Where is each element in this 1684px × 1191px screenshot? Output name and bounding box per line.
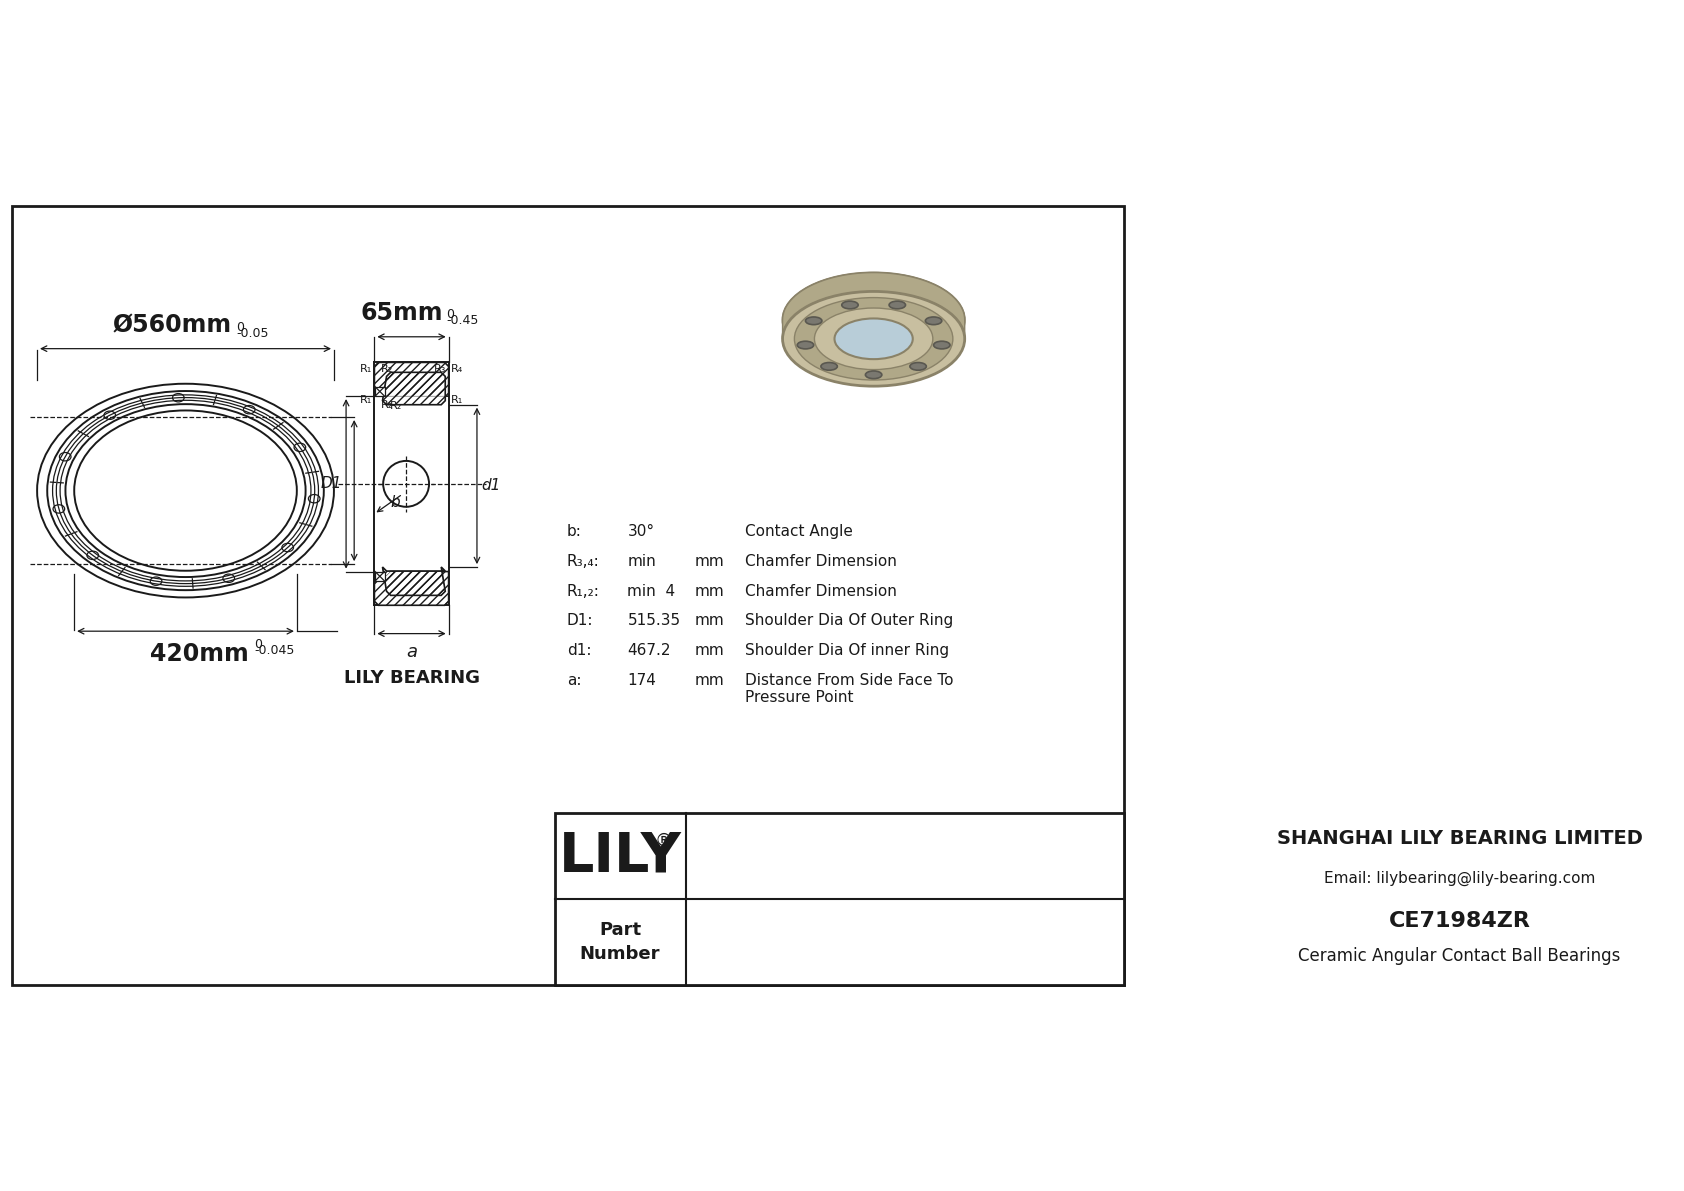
Ellipse shape xyxy=(835,318,913,360)
Polygon shape xyxy=(783,273,965,338)
Ellipse shape xyxy=(926,317,941,325)
Text: R₃: R₃ xyxy=(434,363,446,374)
Ellipse shape xyxy=(835,318,913,360)
Text: 0: 0 xyxy=(254,638,263,651)
Text: CE71984ZR: CE71984ZR xyxy=(1389,911,1531,931)
Text: SHANGHAI LILY BEARING LIMITED: SHANGHAI LILY BEARING LIMITED xyxy=(1276,829,1642,848)
Ellipse shape xyxy=(842,301,859,308)
Text: min  4: min 4 xyxy=(628,584,675,599)
Polygon shape xyxy=(835,300,913,338)
Text: Shoulder Dia Of Outer Ring: Shoulder Dia Of Outer Ring xyxy=(746,613,953,629)
Text: Ceramic Angular Contact Ball Bearings: Ceramic Angular Contact Ball Bearings xyxy=(1298,947,1620,965)
Text: 515.35: 515.35 xyxy=(628,613,680,629)
Text: mm: mm xyxy=(695,673,724,687)
Text: b:: b: xyxy=(568,524,581,540)
Ellipse shape xyxy=(815,308,933,369)
Text: 420mm: 420mm xyxy=(150,642,248,666)
Circle shape xyxy=(384,461,429,507)
Ellipse shape xyxy=(795,298,953,380)
Ellipse shape xyxy=(909,362,926,370)
Text: LILY BEARING: LILY BEARING xyxy=(344,668,480,687)
Ellipse shape xyxy=(820,362,837,370)
Bar xyxy=(376,572,384,581)
Text: Email: lilybearing@lily-bearing.com: Email: lilybearing@lily-bearing.com xyxy=(1324,871,1595,886)
Text: -0.45: -0.45 xyxy=(446,314,478,328)
Text: Distance From Side Face To
Pressure Point: Distance From Side Face To Pressure Poin… xyxy=(746,673,953,705)
Polygon shape xyxy=(374,572,448,605)
Text: LILY: LILY xyxy=(559,829,682,883)
Text: R₂: R₂ xyxy=(381,363,394,374)
Text: Contact Angle: Contact Angle xyxy=(746,524,854,540)
Text: mm: mm xyxy=(695,643,724,659)
Text: 467.2: 467.2 xyxy=(628,643,670,659)
Text: mm: mm xyxy=(695,554,724,569)
Text: Shoulder Dia Of inner Ring: Shoulder Dia Of inner Ring xyxy=(746,643,950,659)
Text: -0.045: -0.045 xyxy=(254,644,295,657)
Ellipse shape xyxy=(866,370,882,379)
Ellipse shape xyxy=(805,317,822,325)
Text: R₁: R₁ xyxy=(360,394,372,405)
Text: R₄: R₄ xyxy=(451,363,463,374)
Bar xyxy=(376,387,384,397)
Text: 174: 174 xyxy=(628,673,657,687)
Text: a:: a: xyxy=(568,673,581,687)
Text: Ø560mm: Ø560mm xyxy=(113,314,232,338)
Polygon shape xyxy=(382,373,445,405)
Polygon shape xyxy=(374,362,448,397)
Text: -0.05: -0.05 xyxy=(236,326,269,339)
Polygon shape xyxy=(382,567,445,596)
Text: min: min xyxy=(628,554,657,569)
Text: D1:: D1: xyxy=(568,613,593,629)
Ellipse shape xyxy=(889,301,906,308)
Ellipse shape xyxy=(835,300,913,341)
Text: d1:: d1: xyxy=(568,643,591,659)
Text: 0: 0 xyxy=(446,307,455,320)
Ellipse shape xyxy=(783,292,965,386)
Ellipse shape xyxy=(797,341,813,349)
Text: d1: d1 xyxy=(482,479,500,493)
Text: R₂: R₂ xyxy=(391,400,402,411)
Text: b: b xyxy=(391,495,401,511)
Text: R₁: R₁ xyxy=(360,363,372,374)
Text: Chamfer Dimension: Chamfer Dimension xyxy=(746,554,898,569)
Text: R₁,₂:: R₁,₂: xyxy=(568,584,600,599)
Text: mm: mm xyxy=(695,584,724,599)
Text: 30°: 30° xyxy=(628,524,655,540)
Text: a: a xyxy=(406,643,418,661)
Text: 65mm: 65mm xyxy=(360,300,443,325)
Text: D1: D1 xyxy=(320,476,342,492)
Text: mm: mm xyxy=(695,613,724,629)
Text: ®: ® xyxy=(655,833,674,850)
Ellipse shape xyxy=(933,341,950,349)
Text: 0: 0 xyxy=(236,320,244,333)
Text: Part
Number: Part Number xyxy=(579,922,660,962)
Ellipse shape xyxy=(783,273,965,367)
Text: R₂: R₂ xyxy=(381,399,394,410)
Text: R₁: R₁ xyxy=(451,394,463,405)
Text: Chamfer Dimension: Chamfer Dimension xyxy=(746,584,898,599)
Text: R₃,₄:: R₃,₄: xyxy=(568,554,600,569)
Bar xyxy=(554,813,1123,985)
